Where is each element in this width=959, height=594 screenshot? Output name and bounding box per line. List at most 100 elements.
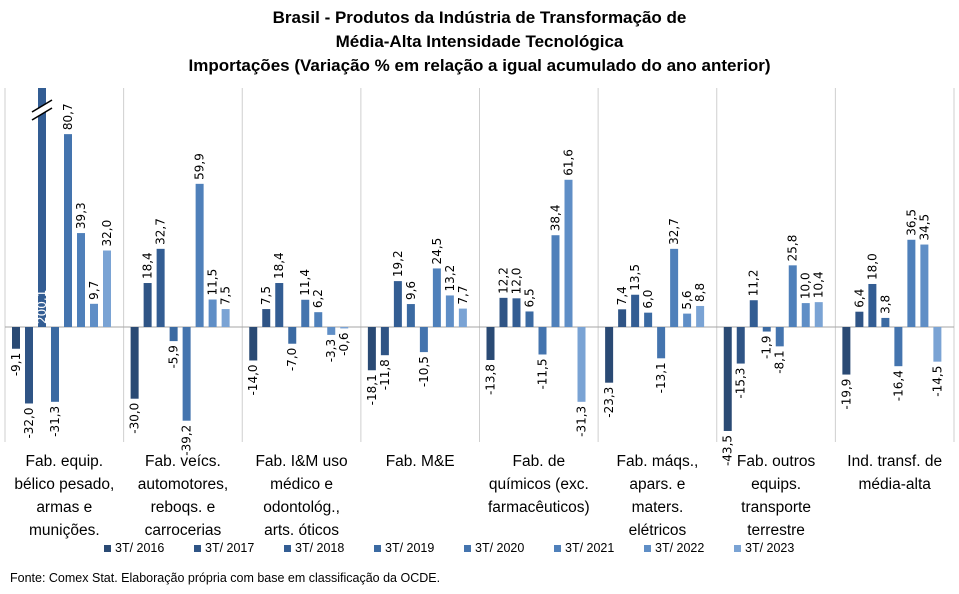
bar-3T-2018-cat-4 xyxy=(393,281,402,327)
bar-3T-2021-cat-7 xyxy=(788,265,797,327)
data-label: 9,7 xyxy=(87,281,101,300)
data-label: 7,4 xyxy=(615,286,629,305)
data-label: 18,4 xyxy=(272,252,286,279)
bar-3T-2017-cat-5 xyxy=(499,297,508,327)
category-label: apars. e xyxy=(629,476,685,493)
bar-3T-2021-cat-4 xyxy=(432,268,441,327)
legend-swatch xyxy=(194,545,201,552)
data-label: -11,5 xyxy=(536,358,550,389)
data-label: 32,7 xyxy=(154,218,168,245)
data-label: -15,3 xyxy=(734,368,748,399)
category-label: Ind. transf. de xyxy=(847,453,942,470)
legend-entry: 3T/ 2023 xyxy=(745,541,794,555)
data-label: -19,9 xyxy=(839,379,853,410)
category-label: químicos (exc. xyxy=(489,476,589,493)
category-label: Fab. veícs. xyxy=(145,453,221,470)
category-label: elétricos xyxy=(629,522,687,539)
bar-3T-2017-cat-6 xyxy=(618,309,627,327)
data-label: 34,5 xyxy=(917,214,931,241)
bar-3T-2018-cat-7 xyxy=(749,300,758,327)
axis-break-gap xyxy=(30,101,54,119)
bar-3T-2022-cat-2 xyxy=(208,299,217,327)
category-label: farmacêuticos) xyxy=(488,499,590,516)
category-label: automotores, xyxy=(138,476,228,493)
data-label: -5,9 xyxy=(167,345,181,368)
data-label: 10,4 xyxy=(812,271,826,298)
category-label: média-alta xyxy=(859,476,932,493)
bar-3T-2022-cat-4 xyxy=(445,295,454,327)
data-label: 80,7 xyxy=(61,103,75,130)
data-label: 24,5 xyxy=(430,238,444,265)
bar-3T-2022-cat-5 xyxy=(564,179,573,327)
bar-3T-2018-cat-8 xyxy=(868,283,877,327)
legend-entry: 3T/ 2021 xyxy=(565,541,614,555)
bar-3T-2019-cat-1 xyxy=(51,327,59,402)
bar-3T-2021-cat-3 xyxy=(314,312,323,327)
bar-3T-2023-cat-1 xyxy=(103,250,111,327)
category-label: terrestre xyxy=(747,522,805,539)
legend-entry: 3T/ 2022 xyxy=(655,541,704,555)
data-label: -10,5 xyxy=(417,356,431,387)
data-label: -31,3 xyxy=(48,406,62,437)
legend-swatch xyxy=(104,545,111,552)
category-label: Fab. I&M uso xyxy=(255,453,347,470)
bar-3T-2016-cat-5 xyxy=(486,327,495,360)
data-label: 38,4 xyxy=(549,205,563,232)
bar-3T-2017-cat-4 xyxy=(380,327,389,356)
bar-3T-2016-cat-2 xyxy=(130,327,139,399)
data-label: -18,1 xyxy=(365,374,379,405)
bar-3T-2023-cat-8 xyxy=(933,327,942,362)
data-label: 18,0 xyxy=(865,253,879,280)
data-label: 6,0 xyxy=(641,290,655,309)
legend-entry: 3T/ 2016 xyxy=(115,541,164,555)
data-label: 39,3 xyxy=(74,202,88,229)
category-label: munições. xyxy=(29,522,100,539)
data-label: 6,5 xyxy=(523,288,537,307)
data-label: 3,8 xyxy=(878,295,892,314)
data-label: 13,2 xyxy=(443,265,457,292)
data-label: 7,7 xyxy=(456,286,470,305)
data-label: 61,6 xyxy=(562,149,576,176)
category-label: armas e xyxy=(36,499,92,516)
data-label: 11,2 xyxy=(747,270,761,297)
bar-3T-2018-cat-5 xyxy=(512,298,521,327)
data-label: -11,8 xyxy=(378,359,392,390)
bar-3T-2023-cat-2 xyxy=(221,309,230,327)
data-label: -31,3 xyxy=(575,406,589,437)
bar-3T-2019-cat-3 xyxy=(288,327,297,344)
category-label: arts. óticos xyxy=(264,522,339,539)
category-label: Fab. máqs., xyxy=(617,453,699,470)
data-label: -8,1 xyxy=(773,350,787,373)
category-label: odontológ., xyxy=(263,499,340,516)
bar-3T-2019-cat-5 xyxy=(525,311,534,327)
bar-3T-2016-cat-7 xyxy=(723,327,732,431)
bar-3T-2017-cat-1 xyxy=(25,327,33,404)
data-label: -13,1 xyxy=(654,362,668,393)
data-label: 25,8 xyxy=(786,235,800,262)
legend-swatch xyxy=(644,545,651,552)
bar-3T-2020-cat-8 xyxy=(894,327,903,367)
legend-swatch xyxy=(464,545,471,552)
data-label: -16,4 xyxy=(891,370,905,401)
data-label: 32,7 xyxy=(667,218,681,245)
bar-3T-2016-cat-4 xyxy=(367,327,376,371)
data-label: -14,5 xyxy=(930,366,944,397)
bar-3T-2020-cat-7 xyxy=(775,327,784,347)
category-label: bélico pesado, xyxy=(14,476,114,493)
bar-3T-2022-cat-1 xyxy=(90,303,98,327)
bar-3T-2017-cat-7 xyxy=(736,327,745,364)
bar-3T-2016-cat-3 xyxy=(249,327,258,361)
data-label: -14,0 xyxy=(246,364,260,395)
bar-3T-2020-cat-3 xyxy=(301,299,310,327)
bar-3T-2017-cat-3 xyxy=(262,309,271,327)
bar-3T-2016-cat-6 xyxy=(605,327,614,383)
data-label: 200,1 xyxy=(35,290,49,324)
data-label: 12,2 xyxy=(497,267,511,294)
bar-3T-2018-cat-2 xyxy=(156,248,165,327)
data-label: 8,8 xyxy=(693,283,707,302)
bar-3T-2023-cat-7 xyxy=(814,302,823,327)
category-label: Fab. M&E xyxy=(386,453,455,470)
data-label: -1,9 xyxy=(760,336,774,359)
bar-3T-2020-cat-5 xyxy=(538,327,547,355)
